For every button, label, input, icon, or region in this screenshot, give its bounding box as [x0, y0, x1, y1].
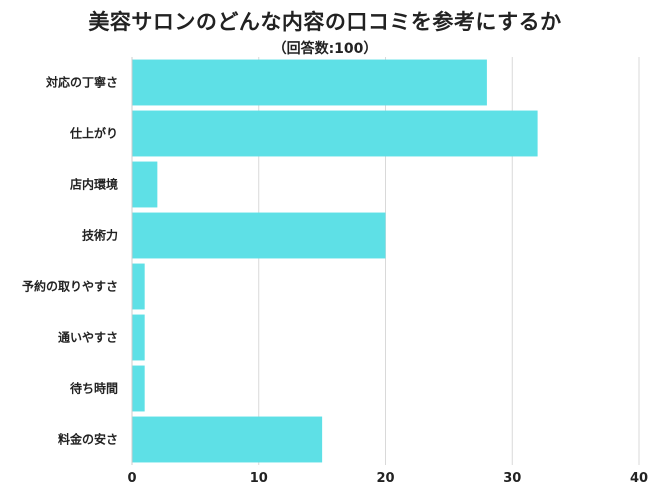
- x-tick-label: 0: [127, 471, 136, 486]
- category-label: 予約の取りやすさ: [22, 279, 118, 294]
- bar-1: [132, 59, 487, 106]
- x-tick-label: 30: [503, 471, 521, 486]
- x-tick-label: 40: [630, 471, 648, 486]
- chart-title: 美容サロンのどんな内容の口コミを参考にするか: [88, 10, 562, 34]
- category-label: 技術力: [82, 228, 118, 243]
- category-label: 店内環境: [70, 177, 118, 192]
- bar-7: [132, 365, 145, 412]
- bar-8: [132, 416, 323, 463]
- bar-5: [132, 263, 145, 310]
- chart-subtitle: （回答数:100）: [272, 41, 378, 57]
- category-label: 対応の丁寧さ: [45, 75, 118, 90]
- category-label: 料金の安さ: [58, 432, 118, 447]
- bar-2: [132, 110, 538, 157]
- bar-6: [132, 314, 145, 361]
- category-label: 仕上がり: [69, 126, 118, 141]
- bar-4: [132, 212, 386, 259]
- bars: [132, 59, 538, 463]
- x-tick-label: 10: [250, 471, 268, 486]
- category-label: 通いやすさ: [58, 330, 118, 345]
- x-tick-labels: 0 10 20 30 40: [127, 471, 648, 486]
- x-tick-label: 20: [376, 471, 394, 486]
- bar-3: [132, 161, 158, 208]
- category-label: 待ち時間: [70, 381, 118, 396]
